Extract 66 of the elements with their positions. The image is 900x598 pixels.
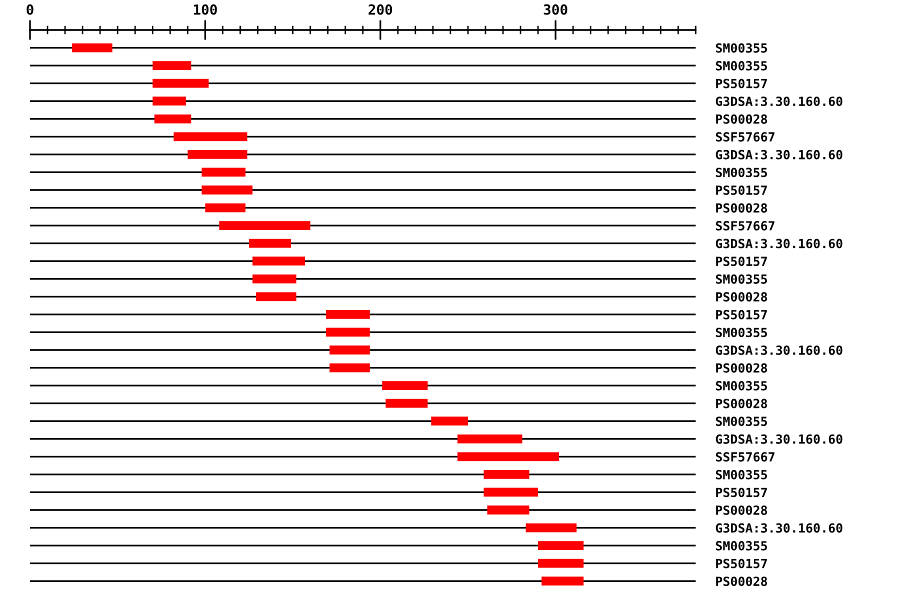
x-tick-label: 300 (544, 4, 568, 15)
bar (72, 43, 112, 52)
bar (538, 541, 584, 550)
y-tick-label: PS50157 (716, 558, 767, 568)
bar (386, 398, 428, 408)
y-tick-label: SM00355 (716, 416, 767, 426)
y-tick-label: PS50157 (716, 185, 767, 195)
bar (205, 203, 246, 212)
bar (431, 416, 468, 426)
bar (484, 470, 530, 479)
y-tick-label: SSF57667 (716, 452, 774, 462)
bar (487, 506, 530, 514)
y-tick-label: PS00028 (716, 292, 768, 302)
bar (484, 488, 538, 497)
y-tick-label: SM00355 (716, 470, 767, 480)
bar (542, 576, 584, 586)
y-tick-label: SM00355 (716, 43, 767, 53)
y-tick-label: G3DSA:3.30.160.60 (716, 345, 842, 355)
y-tick-label: SM00355 (716, 61, 767, 70)
y-tick-label: G3DSA:3.30.160.60 (716, 238, 842, 248)
y-tick-label: PS00028 (716, 203, 768, 213)
y-tick-label: SSF57667 (716, 132, 774, 142)
bar (152, 61, 192, 70)
bar (326, 328, 370, 337)
bar (382, 381, 428, 390)
bar (526, 523, 577, 532)
x-tick-label: 200 (368, 4, 392, 15)
x-tick-label: 100 (194, 4, 217, 15)
y-tick-label: PS00028 (716, 114, 768, 124)
y-tick-label: PS50157 (716, 310, 767, 320)
y-tick-label: G3DSA:3.30.160.60 (716, 434, 842, 444)
bar (219, 221, 310, 230)
y-tick-label: SSF57667 (716, 221, 774, 230)
y-tick-label: PS50157 (716, 488, 767, 498)
x-tick-label: 0 (26, 4, 34, 15)
bar (256, 292, 296, 302)
y-tick-label: SM00355 (716, 541, 767, 550)
bar (202, 186, 252, 194)
bar (330, 363, 370, 372)
bar (174, 132, 248, 142)
bar (457, 452, 560, 462)
y-tick-label: SM00355 (716, 381, 767, 390)
bar (252, 274, 296, 284)
bar (154, 114, 192, 124)
y-tick-label: PS50157 (716, 78, 767, 88)
y-tick-label: PS00028 (716, 363, 768, 373)
y-tick-label: PS00028 (716, 576, 768, 586)
y-tick-label: G3DSA:3.30.160.60 (716, 96, 842, 106)
bar (152, 78, 209, 88)
y-tick-label: G3DSA:3.30.160.60 (716, 523, 842, 533)
bar (152, 96, 186, 106)
bar (248, 238, 292, 248)
bar (202, 168, 246, 177)
bar (538, 558, 584, 568)
bar (457, 434, 522, 444)
y-tick-label: PS50157 (716, 256, 767, 266)
y-tick-label: SM00355 (716, 328, 767, 338)
y-tick-label: SM00355 (716, 168, 767, 178)
y-tick-label: PS00028 (716, 505, 768, 515)
y-tick-label: SM00355 (716, 274, 767, 284)
y-tick-label: G3DSA:3.30.160.60 (716, 150, 842, 160)
bar (326, 310, 370, 319)
y-tick-label: PS00028 (716, 398, 768, 408)
bar (188, 150, 248, 159)
bar (330, 346, 370, 354)
bar (252, 256, 306, 266)
